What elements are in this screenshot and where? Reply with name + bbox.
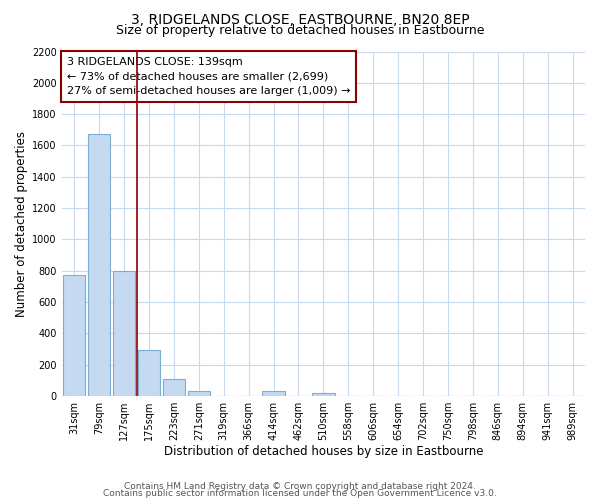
Text: Contains public sector information licensed under the Open Government Licence v3: Contains public sector information licen… bbox=[103, 490, 497, 498]
Bar bbox=[88, 134, 110, 396]
Text: Contains HM Land Registry data © Crown copyright and database right 2024.: Contains HM Land Registry data © Crown c… bbox=[124, 482, 476, 491]
Bar bbox=[113, 271, 135, 396]
Bar bbox=[312, 393, 335, 396]
Bar bbox=[262, 390, 285, 396]
Text: Size of property relative to detached houses in Eastbourne: Size of property relative to detached ho… bbox=[116, 24, 484, 37]
Bar bbox=[63, 274, 85, 396]
Y-axis label: Number of detached properties: Number of detached properties bbox=[15, 131, 28, 317]
Bar bbox=[163, 379, 185, 396]
Text: 3, RIDGELANDS CLOSE, EASTBOURNE, BN20 8EP: 3, RIDGELANDS CLOSE, EASTBOURNE, BN20 8E… bbox=[131, 12, 469, 26]
Text: 3 RIDGELANDS CLOSE: 139sqm
← 73% of detached houses are smaller (2,699)
27% of s: 3 RIDGELANDS CLOSE: 139sqm ← 73% of deta… bbox=[67, 56, 350, 96]
X-axis label: Distribution of detached houses by size in Eastbourne: Distribution of detached houses by size … bbox=[164, 444, 483, 458]
Bar bbox=[138, 350, 160, 396]
Bar bbox=[188, 390, 210, 396]
